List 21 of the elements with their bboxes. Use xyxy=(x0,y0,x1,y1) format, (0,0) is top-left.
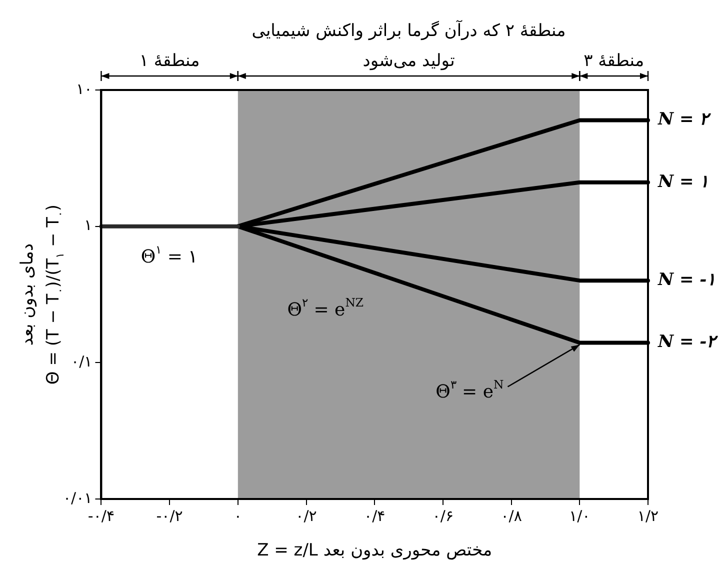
text: منطقهٔ ۱ xyxy=(139,51,200,71)
x-tick-label: ۱/۰ xyxy=(569,506,590,525)
y-tick-label: ۱ xyxy=(84,216,92,234)
x-tick-label: ۰/۸ xyxy=(500,506,522,525)
series-label: N = ۱ xyxy=(657,172,709,192)
band-label: منطقهٔ ۲ که درآن گرما براثر واکنش شیمیایی تولید می‌شود xyxy=(252,20,566,71)
x-tick-label: ۰ xyxy=(234,506,242,525)
y-tick-label: ۰/۰۱ xyxy=(62,488,92,507)
series-label: N = -۱ xyxy=(657,270,716,290)
x-axis-title: مختص محوری بدون بعد Z = z/L xyxy=(257,540,492,560)
x-tick-label: ۰/۶ xyxy=(432,506,454,525)
x-tick-label: ۰/۴ xyxy=(364,506,386,525)
y-tick-label: ۰/۱ xyxy=(71,352,92,371)
x-tick-label: -۰/۲ xyxy=(156,506,183,525)
series-label: N = -۲ xyxy=(657,332,719,352)
text: منطقهٔ ۳ xyxy=(584,51,644,71)
x-tick-label: ۱/۲ xyxy=(637,506,659,525)
y-tick-label: ۱۰ xyxy=(76,80,92,98)
series-label: N = ۲ xyxy=(657,110,712,130)
x-tick-label: ۰/۲ xyxy=(296,506,317,525)
x-tick-label: -۰/۴ xyxy=(88,506,115,525)
